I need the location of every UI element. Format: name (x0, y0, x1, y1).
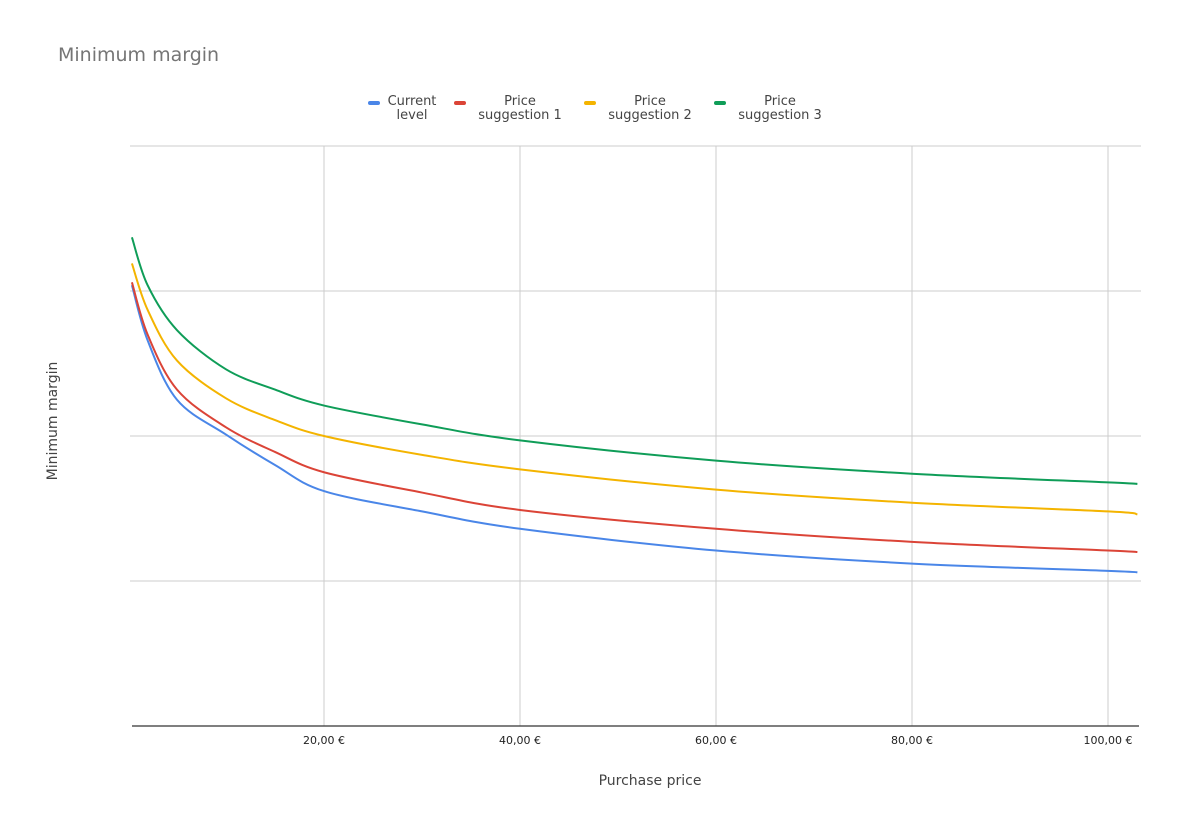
legend-swatch (454, 101, 466, 105)
legend-label: Price suggestion 1 (478, 94, 562, 123)
x-tick-label: 100,00 € (1084, 734, 1133, 747)
x-axis-label: Purchase price (599, 773, 702, 789)
legend-item-price-suggestion-3[interactable]: Price suggestion 3 (714, 95, 830, 123)
legend-swatch (584, 101, 596, 105)
series-line-price-suggestion-1 (130, 282, 1138, 553)
series-line-price-suggestion-2 (130, 263, 1138, 516)
legend-item-current-level[interactable]: Current level (368, 95, 440, 123)
series-line-current-level (130, 284, 1138, 574)
x-tick-label: 40,00 € (499, 734, 541, 747)
legend: Current level Price suggestion 1 Price s… (368, 95, 830, 123)
legend-label: Price suggestion 2 (608, 94, 692, 123)
legend-item-price-suggestion-1[interactable]: Price suggestion 1 (454, 95, 570, 123)
y-axis-label: Minimum margin (45, 362, 61, 481)
legend-label: Price suggestion 3 (738, 94, 822, 123)
x-tick-label: 20,00 € (303, 734, 345, 747)
legend-swatch (714, 101, 726, 105)
series-line-price-suggestion-3 (130, 237, 1138, 485)
x-tick-label: 80,00 € (891, 734, 933, 747)
legend-item-price-suggestion-2[interactable]: Price suggestion 2 (584, 95, 700, 123)
x-tick-label: 60,00 € (695, 734, 737, 747)
legend-label: Current level (387, 94, 437, 123)
legend-swatch (368, 101, 380, 105)
chart-title: Minimum margin (58, 44, 220, 66)
